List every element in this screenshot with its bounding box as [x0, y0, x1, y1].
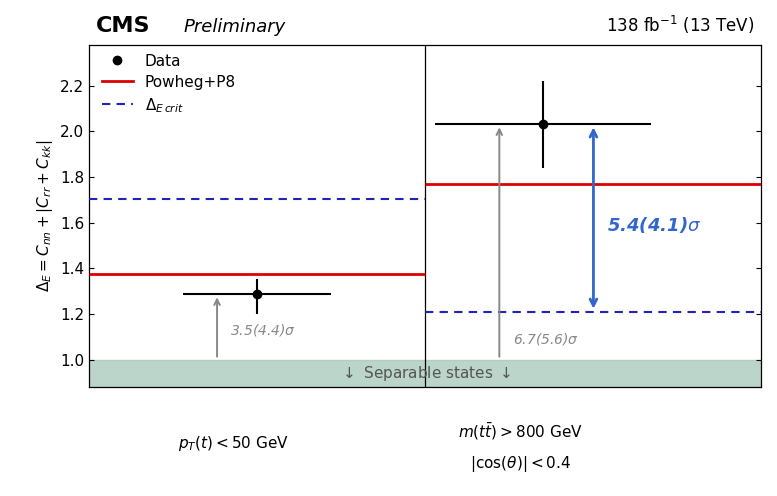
Text: 138 fb$^{-1}$ (13 TeV): 138 fb$^{-1}$ (13 TeV) — [606, 14, 754, 36]
Text: $\downarrow$ Separable states $\downarrow$: $\downarrow$ Separable states $\downarro… — [340, 364, 511, 383]
Text: $p_T(t) < 50$ GeV: $p_T(t) < 50$ GeV — [178, 434, 288, 453]
Text: 5.4(4.1)$\sigma$: 5.4(4.1)$\sigma$ — [607, 215, 701, 235]
Text: $m(t\bar{t}) > 800$ GeV: $m(t\bar{t}) > 800$ GeV — [458, 421, 583, 442]
Text: 3.5(4.4)$\sigma$: 3.5(4.4)$\sigma$ — [231, 322, 297, 338]
Y-axis label: $\Delta_E = C_{nn} + |C_{rr} + C_{kk}|$: $\Delta_E = C_{nn} + |C_{rr} + C_{kk}|$ — [35, 140, 54, 292]
Text: CMS: CMS — [96, 16, 151, 36]
Text: 6.7(5.6)$\sigma$: 6.7(5.6)$\sigma$ — [513, 331, 579, 347]
Text: Preliminary: Preliminary — [183, 18, 286, 36]
Bar — [89, 360, 761, 387]
Legend: Data, Powheg+P8, $\Delta_{E\,crit}$: Data, Powheg+P8, $\Delta_{E\,crit}$ — [96, 48, 242, 122]
Text: $|\cos(\theta)| < 0.4$: $|\cos(\theta)| < 0.4$ — [470, 454, 571, 474]
